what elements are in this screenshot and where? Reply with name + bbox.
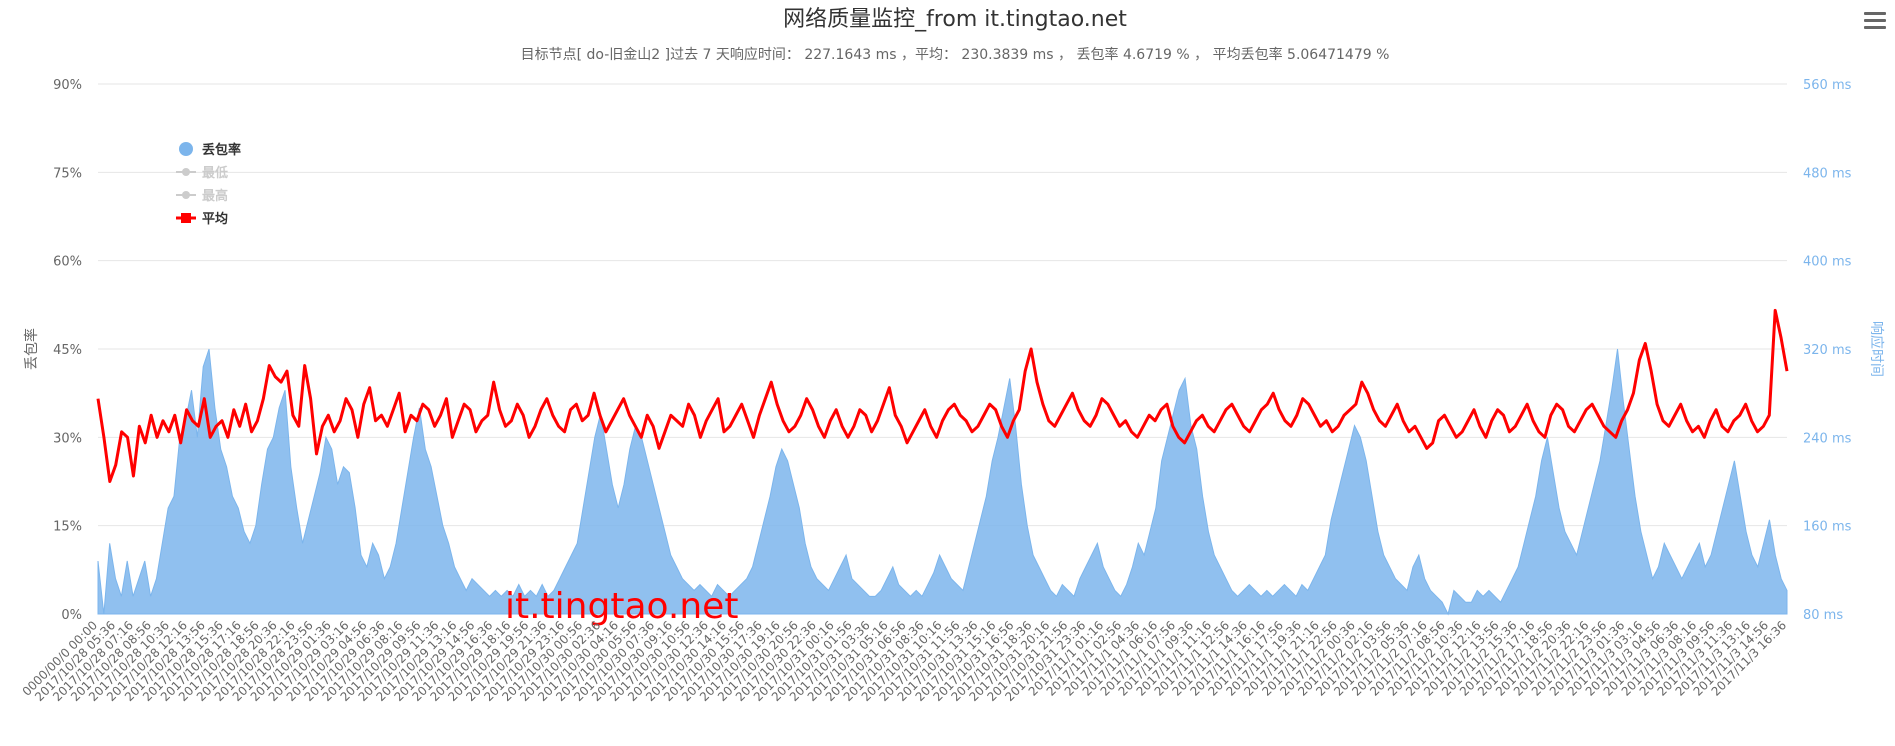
left-axis-ticks: 0% 15% 30% 45% 60% 75% 90% xyxy=(53,78,82,623)
legend-item-3[interactable]: 最高 xyxy=(176,188,228,204)
legend-label: 最低 xyxy=(202,165,228,181)
watermark-text: it.tingtao.net xyxy=(505,586,738,627)
right-tick-label: 400 ms xyxy=(1803,255,1852,270)
hamburger-menu-icon[interactable] xyxy=(1861,8,1889,34)
right-tick-label: 80 ms xyxy=(1803,608,1843,623)
loss-area-path xyxy=(97,348,1788,616)
left-tick-label: 60% xyxy=(53,255,82,270)
left-tick-label: 30% xyxy=(53,431,82,446)
legend-label: 丢包率 xyxy=(202,142,241,158)
legend-label: 平均 xyxy=(202,211,228,227)
legend-item-2[interactable]: 最低 xyxy=(176,165,228,181)
legend-symbol xyxy=(179,142,193,156)
right-axis-title: 响应时间 xyxy=(1868,321,1885,377)
legend-item-4[interactable]: 平均 xyxy=(176,211,228,227)
right-tick-label: 240 ms xyxy=(1803,431,1852,446)
menu-bar xyxy=(1864,19,1886,22)
legend-item-1[interactable]: 丢包率 xyxy=(179,142,241,158)
left-tick-label: 90% xyxy=(53,78,82,93)
series-loss-area[interactable] xyxy=(97,348,1788,616)
grid-lines xyxy=(98,83,1787,615)
right-axis-ticks: 80 ms 160 ms 240 ms 320 ms 400 ms 480 ms 560 m… xyxy=(1803,78,1852,623)
left-tick-label: 0% xyxy=(61,608,82,623)
left-tick-label: 15% xyxy=(53,520,82,535)
legend-marker xyxy=(182,168,190,176)
right-tick-label: 160 ms xyxy=(1803,520,1852,535)
average-line-path xyxy=(96,308,1789,483)
right-tick-label: 480 ms xyxy=(1803,166,1852,181)
chart-subtitle: 目标节点[ do-旧金山2 ]过去 7 天响应时间： 227.1643 ms ，… xyxy=(521,46,1390,63)
chart-title: 网络质量监控_from it.tingtao.net xyxy=(783,7,1127,32)
left-tick-label: 45% xyxy=(53,343,82,358)
left-tick-label: 75% xyxy=(53,166,82,181)
legend-marker xyxy=(182,191,190,199)
legend-marker xyxy=(181,213,191,223)
menu-bar xyxy=(1864,12,1886,15)
right-tick-label: 320 ms xyxy=(1803,343,1852,358)
menu-bar xyxy=(1864,26,1886,29)
series-average-line[interactable] xyxy=(96,308,1789,483)
right-tick-label: 560 ms xyxy=(1803,78,1852,93)
left-axis-title: 丢包率 xyxy=(23,328,40,370)
legend-label: 最高 xyxy=(202,188,228,204)
